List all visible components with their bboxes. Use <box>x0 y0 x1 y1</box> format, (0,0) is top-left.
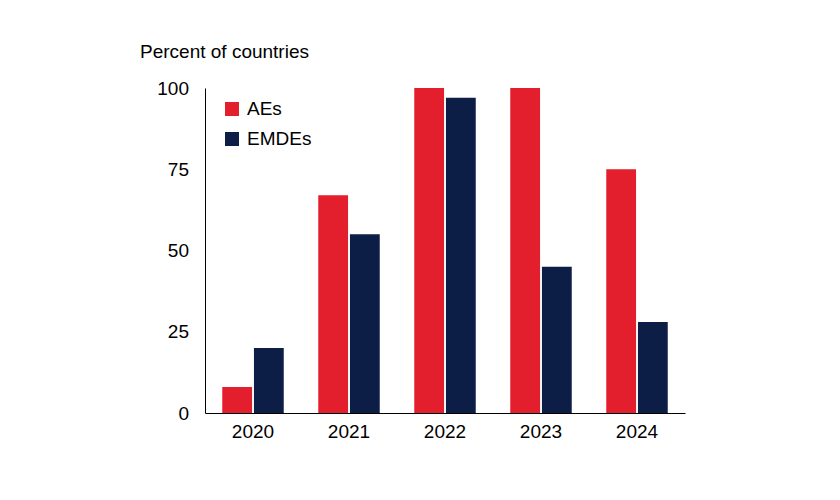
y-tick: 50 <box>168 240 205 261</box>
y-tick-label: 75 <box>168 159 189 180</box>
x-axis-line <box>206 413 686 414</box>
y-tick: 25 <box>168 321 205 342</box>
chart: 0 25 50 75 100 2020 2021 2022 2023 2024 AEs EMDEs Pe… <box>0 0 840 500</box>
legend-item: AEs <box>225 98 282 119</box>
bar <box>638 322 668 413</box>
y-tick-label: 50 <box>168 240 189 261</box>
x-tick-label: 2020 <box>232 421 274 442</box>
y-tick-label: 100 <box>157 78 189 99</box>
legend-label: EMDEs <box>247 128 311 149</box>
x-tick: 2021 <box>328 413 370 442</box>
plot: 0 25 50 75 100 2020 2021 2022 2023 2024 AEs EMDEs <box>157 78 685 443</box>
x-tick: 2023 <box>520 413 562 442</box>
y-tick-label: 25 <box>168 321 189 342</box>
legend-swatch <box>225 132 239 146</box>
bar <box>414 88 444 413</box>
x-tick: 2022 <box>424 413 466 442</box>
legend-swatch <box>225 102 239 116</box>
x-tick-label: 2022 <box>424 421 466 442</box>
y-tick: 100 <box>157 78 205 99</box>
y-tick: 0 <box>178 403 205 424</box>
bar <box>350 234 380 413</box>
y-tick-label: 0 <box>178 403 189 424</box>
y-tick: 75 <box>168 159 205 180</box>
x-tick-label: 2021 <box>328 421 370 442</box>
legend: AEs EMDEs <box>225 98 311 149</box>
legend-label: AEs <box>247 98 282 119</box>
x-tick: 2024 <box>616 413 659 442</box>
x-axis: 2020 2021 2022 2023 2024 <box>206 413 686 442</box>
x-tick: 2020 <box>232 413 274 442</box>
bar <box>318 195 348 413</box>
y-axis-line <box>205 89 206 414</box>
x-tick-label: 2023 <box>520 421 562 442</box>
y-axis-title: Percent of countries <box>140 41 309 62</box>
bar <box>606 169 636 413</box>
bar <box>542 267 572 413</box>
bar <box>446 98 476 413</box>
bar <box>254 348 284 413</box>
bar <box>222 387 252 413</box>
y-axis: 0 25 50 75 100 <box>157 78 205 424</box>
bar <box>510 88 540 413</box>
legend-item: EMDEs <box>225 128 311 149</box>
bars <box>222 88 667 413</box>
x-tick-label: 2024 <box>616 421 659 442</box>
